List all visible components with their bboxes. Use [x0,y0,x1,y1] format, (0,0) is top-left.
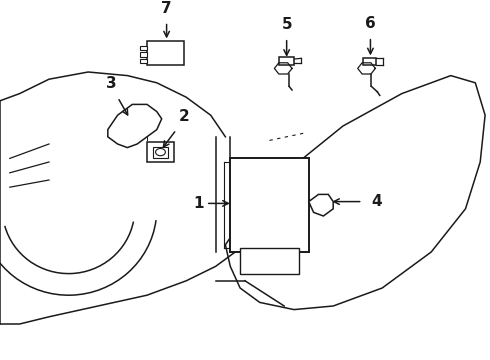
Bar [363,58,376,65]
Bar [230,158,309,252]
Text: 2: 2 [178,109,189,124]
Text: 4: 4 [371,194,382,209]
Bar [140,52,147,57]
Bar [140,46,147,50]
Text: 6: 6 [365,15,376,31]
Text: 5: 5 [281,17,292,32]
Bar [147,41,184,65]
Text: 1: 1 [193,196,204,211]
Text: 7: 7 [161,1,172,16]
Bar [153,147,168,158]
Polygon shape [309,194,333,216]
Bar [279,57,294,65]
Text: 3: 3 [106,76,117,91]
Polygon shape [108,104,162,148]
Bar [140,59,147,63]
Bar [147,142,174,162]
Bar [240,248,299,274]
